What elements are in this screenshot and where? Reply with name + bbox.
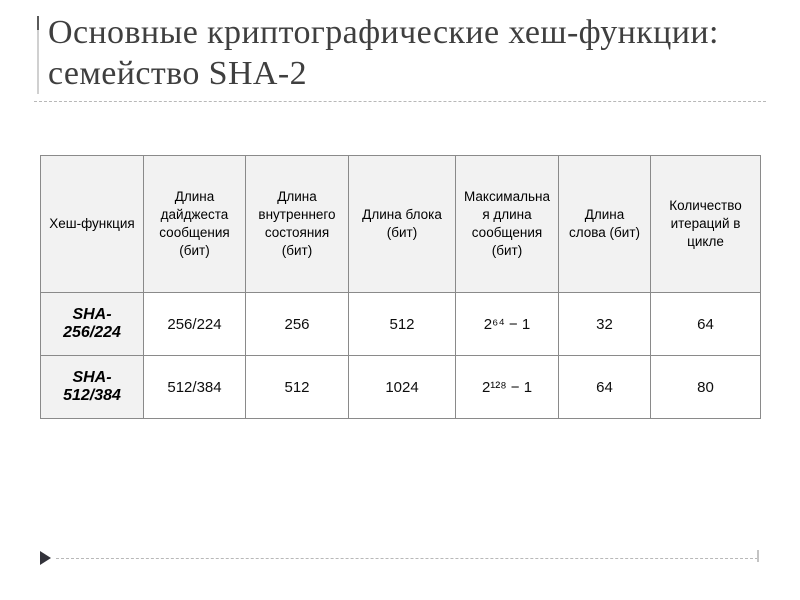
slide-title: Основные криптографические хеш-функции: … [48,14,719,93]
header-cell-digest-length: Длина дайджеста сообщения (бит) [143,155,246,293]
data-cell: 512 [348,292,456,356]
footer-divider [56,558,758,559]
data-cell: 2⁶⁴ − 1 [455,292,559,356]
table-row-sha256: SHA-256/224 256/224 256 512 2⁶⁴ − 1 32 6… [40,292,761,356]
row-label-sha512: SHA-512/384 [40,355,144,419]
data-cell: 1024 [348,355,456,419]
data-cell: 256 [245,292,349,356]
header-cell-block-length: Длина блока (бит) [348,155,456,293]
header-cell-internal-state-length: Длина внутреннего состояния (бит) [245,155,349,293]
header-cell-hash-function: Хеш-функция [40,155,144,293]
footer-right-tick [757,550,759,562]
table-row-sha512: SHA-512/384 512/384 512 1024 2¹²⁸ − 1 64… [40,355,761,419]
header-cell-iterations-count: Количество итераций в цикле [650,155,761,293]
title-accent-bar [37,16,39,94]
data-cell: 64 [558,355,651,419]
data-cell: 80 [650,355,761,419]
data-cell: 512 [245,355,349,419]
data-cell: 256/224 [143,292,246,356]
sha2-table-container: Хеш-функция Длина дайджеста сообщения (б… [40,155,761,419]
sha2-table: Хеш-функция Длина дайджеста сообщения (б… [40,155,761,419]
data-cell: 512/384 [143,355,246,419]
data-cell: 32 [558,292,651,356]
data-cell: 64 [650,292,761,356]
title-accent-bar-dark-segment [37,16,39,30]
header-cell-max-message-length: Максимальная длина сообщения (бит) [455,155,559,293]
title-divider [34,101,766,102]
footer-arrow-icon [40,551,51,565]
row-label-sha256: SHA-256/224 [40,292,144,356]
table-header-row: Хеш-функция Длина дайджеста сообщения (б… [40,155,761,293]
data-cell: 2¹²⁸ − 1 [455,355,559,419]
header-cell-word-length: Длина слова (бит) [558,155,651,293]
